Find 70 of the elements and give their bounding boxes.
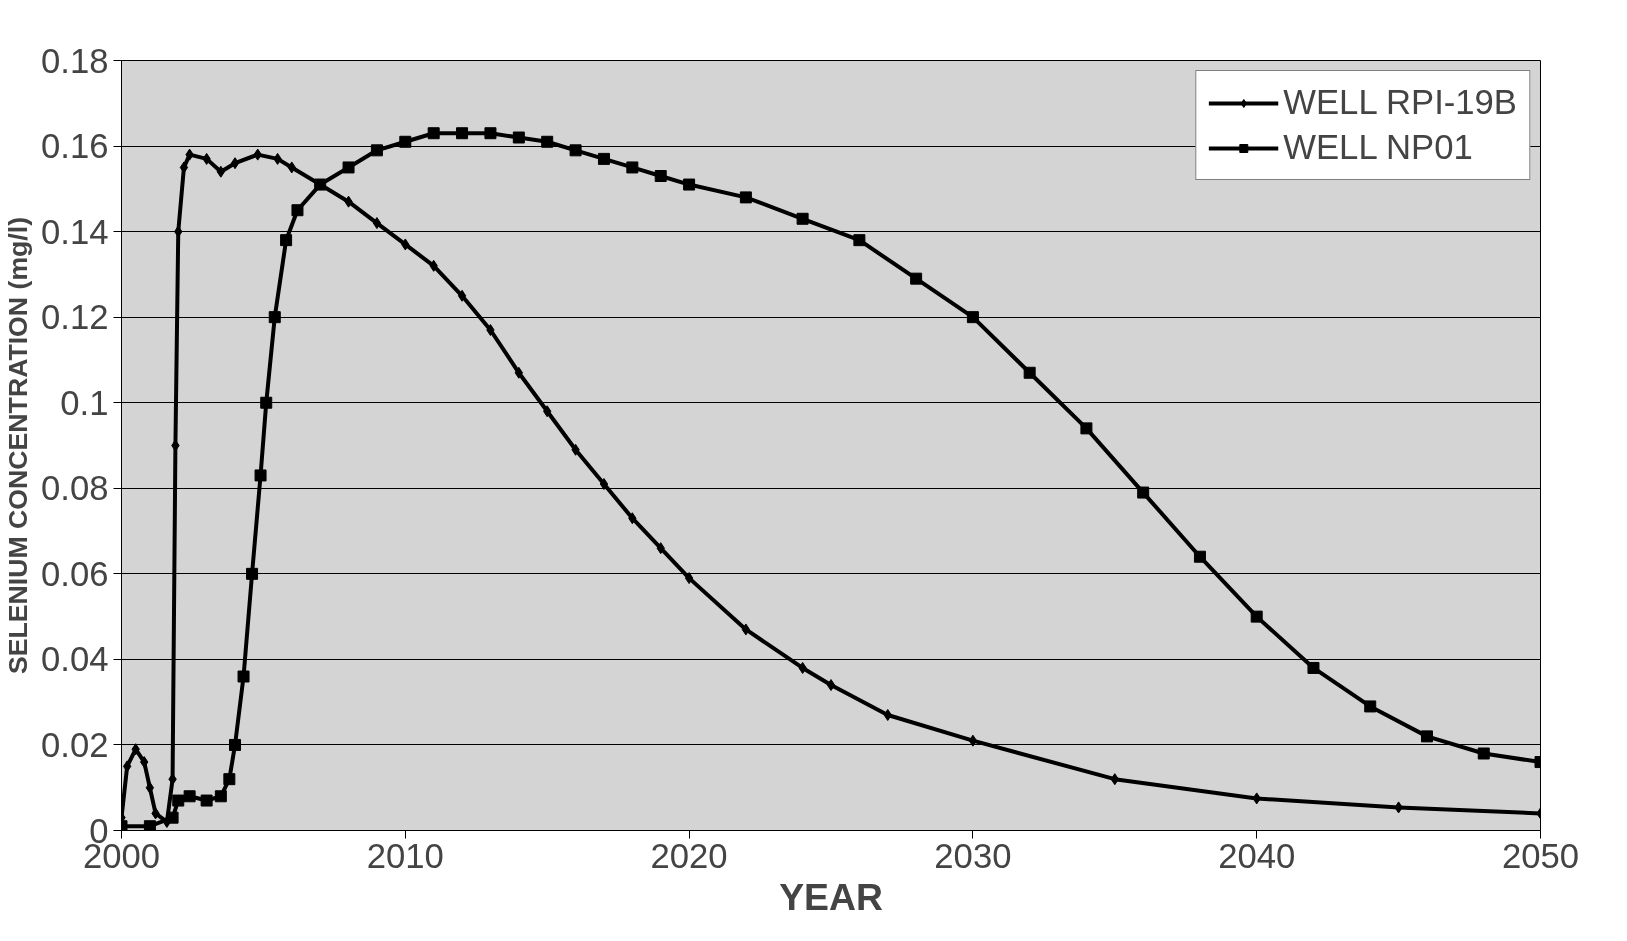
point: [280, 234, 293, 247]
point: [1477, 747, 1490, 760]
point: [143, 820, 156, 831]
point: [372, 217, 382, 230]
point: [910, 272, 923, 285]
point: [683, 178, 696, 191]
point: [512, 131, 525, 144]
y-tick-label: 0.04: [41, 640, 109, 679]
point: [399, 135, 412, 148]
point: [486, 324, 495, 336]
point: [597, 152, 610, 165]
point: [457, 289, 467, 302]
point: [246, 567, 259, 580]
point: [484, 127, 497, 140]
y-tick-label: 0.16: [41, 127, 109, 166]
point: [599, 478, 609, 490]
point: [739, 191, 752, 204]
point: [1307, 661, 1320, 674]
point: [1193, 550, 1206, 563]
y-tick-label: 0.12: [41, 298, 109, 337]
y-tick-label: 0.1: [60, 383, 109, 422]
x-tick-label: 2050: [1501, 836, 1580, 875]
point: [214, 790, 227, 803]
point: [200, 794, 213, 807]
x-axis-title: YEAR: [779, 875, 883, 918]
point: [145, 781, 155, 794]
point: [569, 144, 582, 157]
point: [826, 679, 836, 692]
point: [172, 794, 185, 807]
y-tick-label: 0.02: [41, 725, 109, 764]
point: [254, 469, 267, 482]
y-tick-label: 0.06: [41, 554, 109, 593]
point: [1420, 730, 1433, 743]
x-tick-label: 2010: [366, 836, 444, 875]
point: [260, 396, 273, 409]
point: [237, 670, 250, 683]
y-tick-label: 0.08: [41, 469, 109, 508]
point: [230, 157, 240, 170]
point: [654, 170, 667, 182]
x-tick-label: 2040: [1218, 836, 1296, 875]
legend-label: WELL NP01: [1283, 128, 1473, 167]
point: [370, 144, 383, 157]
point: [883, 709, 892, 721]
point: [1364, 700, 1377, 713]
point: [741, 623, 751, 636]
point: [1137, 486, 1150, 499]
point: [291, 204, 304, 217]
point: [1080, 422, 1093, 435]
y-tick-label: 0.18: [41, 41, 109, 80]
point: [1023, 366, 1036, 379]
point: [968, 734, 978, 747]
point: [268, 311, 281, 324]
point: [541, 135, 554, 148]
point: [684, 572, 694, 585]
x-tick-label: 2030: [934, 836, 1012, 875]
point: [853, 234, 866, 247]
legend-label: WELL RPI-19B: [1283, 83, 1517, 122]
point: [342, 161, 355, 174]
y-tick-label: 0.14: [41, 212, 109, 251]
point: [427, 127, 440, 140]
x-tick-label: 2020: [650, 836, 728, 875]
point: [456, 127, 469, 140]
y-axis-title: SELENIUM CONCENTRATION (mg/l): [3, 216, 34, 675]
point: [223, 773, 236, 786]
point: [229, 738, 242, 751]
point: [183, 790, 196, 803]
point: [1250, 610, 1263, 623]
point: [626, 161, 639, 174]
point: [966, 311, 979, 324]
point: [796, 212, 809, 225]
